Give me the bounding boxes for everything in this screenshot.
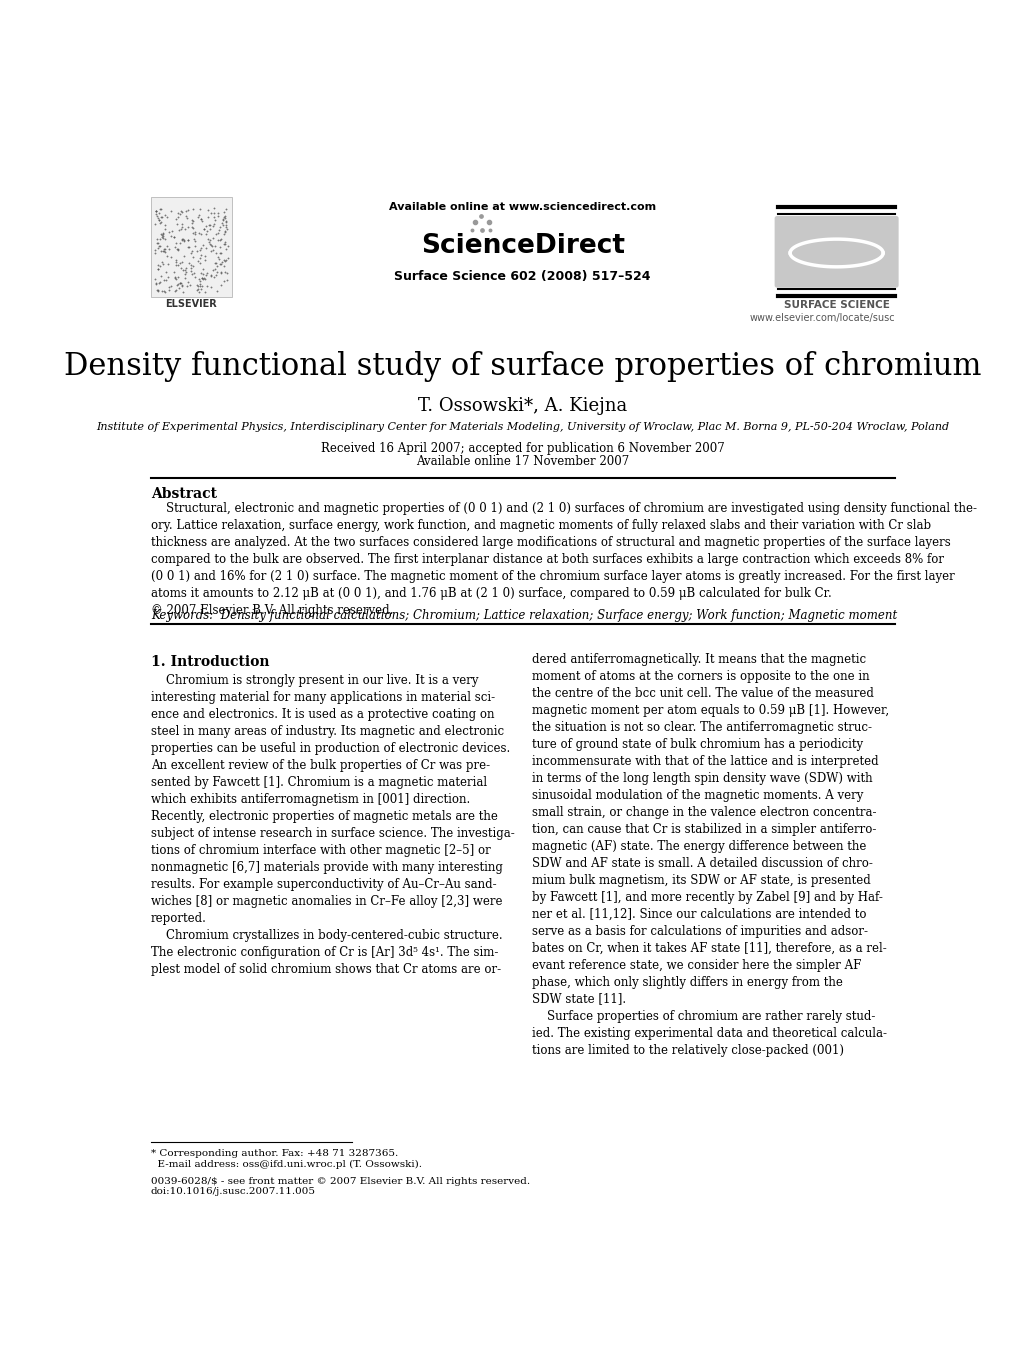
FancyBboxPatch shape — [773, 216, 898, 288]
Text: 1. Introduction: 1. Introduction — [151, 655, 269, 669]
Text: 0039-6028/$ - see front matter © 2007 Elsevier B.V. All rights reserved.
doi:10.: 0039-6028/$ - see front matter © 2007 El… — [151, 1177, 529, 1197]
Text: Density functional study of surface properties of chromium: Density functional study of surface prop… — [64, 351, 980, 382]
Text: Structural, electronic and magnetic properties of (0 0 1) and (2 1 0) surfaces o: Structural, electronic and magnetic prop… — [151, 503, 976, 617]
Text: www.elsevier.com/locate/susc: www.elsevier.com/locate/susc — [748, 313, 894, 323]
Text: T. Ossowski*, A. Kiejna: T. Ossowski*, A. Kiejna — [418, 397, 627, 415]
Text: Available online at www.sciencedirect.com: Available online at www.sciencedirect.co… — [389, 203, 655, 212]
Bar — [151, 197, 232, 297]
Text: ScienceDirect: ScienceDirect — [420, 232, 624, 259]
Text: Institute of Experimental Physics, Interdisciplinary Center for Materials Modeli: Institute of Experimental Physics, Inter… — [96, 423, 949, 432]
Text: Available online 17 November 2007: Available online 17 November 2007 — [416, 455, 629, 469]
Text: SURFACE SCIENCE: SURFACE SCIENCE — [783, 300, 889, 309]
Text: Chromium is strongly present in our live. It is a very
interesting material for : Chromium is strongly present in our live… — [151, 674, 514, 977]
Text: Abstract: Abstract — [151, 488, 217, 501]
Text: Keywords:  Density functional calculations; Chromium; Lattice relaxation; Surfac: Keywords: Density functional calculation… — [151, 609, 896, 621]
Text: Surface Science 602 (2008) 517–524: Surface Science 602 (2008) 517–524 — [394, 270, 650, 282]
Text: ELSEVIER: ELSEVIER — [165, 299, 217, 309]
Text: * Corresponding author. Fax: +48 71 3287365.
  E-mail address: oss@ifd.uni.wroc.: * Corresponding author. Fax: +48 71 3287… — [151, 1150, 421, 1169]
Text: Received 16 April 2007; accepted for publication 6 November 2007: Received 16 April 2007; accepted for pub… — [321, 442, 723, 455]
Text: dered antiferromagnetically. It means that the magnetic
moment of atoms at the c: dered antiferromagnetically. It means th… — [532, 653, 889, 1056]
